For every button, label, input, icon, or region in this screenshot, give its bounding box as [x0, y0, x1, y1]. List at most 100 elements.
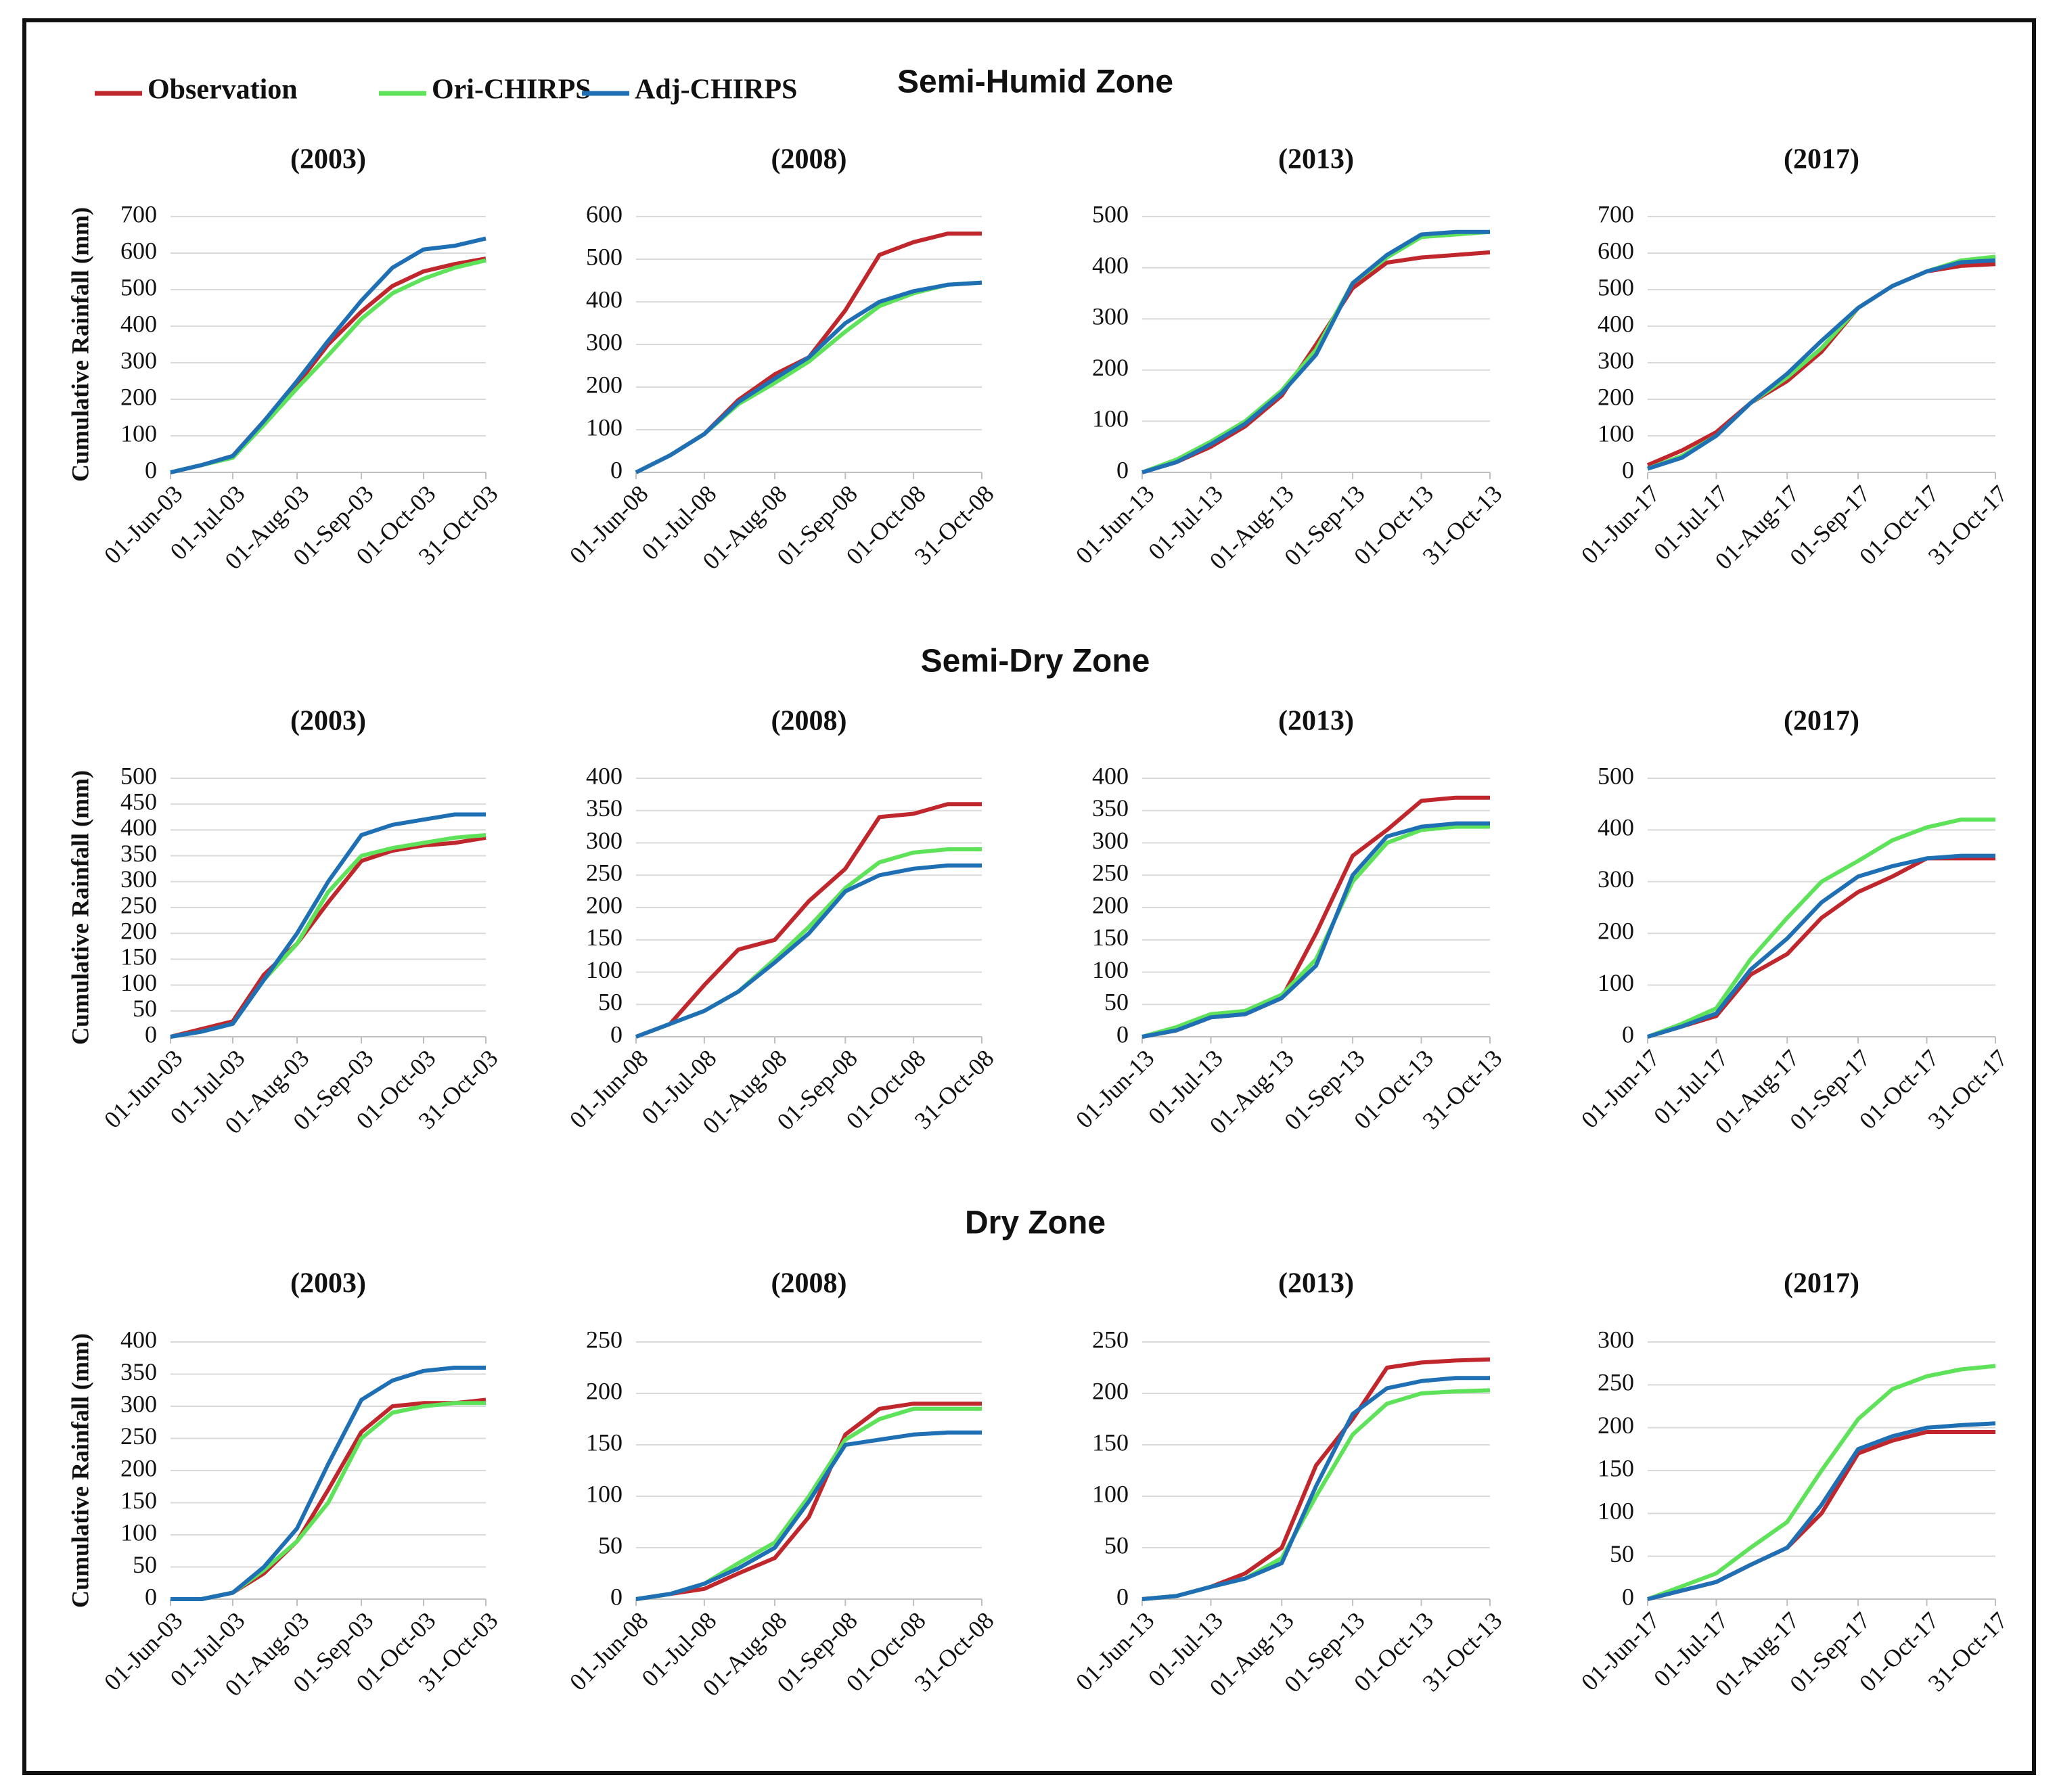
- y-tick-label: 600: [120, 237, 157, 264]
- series-line: [170, 256, 487, 474]
- y-tick-label: 200: [586, 891, 623, 918]
- y-tick-label: 400: [1092, 762, 1129, 789]
- series-line: [1647, 853, 1995, 1039]
- legend-label: Observation: [148, 74, 298, 106]
- y-tick-label: 100: [1092, 1480, 1129, 1507]
- series-line: [170, 835, 487, 1039]
- y-tick-label: 0: [145, 456, 157, 483]
- chart-title: (2013): [1278, 706, 1354, 737]
- series-line: [170, 812, 486, 1039]
- y-tick-label: 450: [120, 788, 157, 815]
- x-tick-label: 01-Jun-08: [564, 1044, 654, 1134]
- y-tick-label: 200: [120, 1454, 157, 1481]
- y-tick-label: 300: [1598, 1326, 1634, 1353]
- series-line: [170, 258, 487, 474]
- y-tick-label: 500: [1598, 273, 1634, 300]
- y-tick-label: 500: [586, 243, 623, 270]
- y-tick-label: 200: [1598, 917, 1634, 944]
- y-tick-label: 300: [586, 328, 623, 355]
- y-tick-label: 200: [120, 917, 157, 944]
- y-tick-label: 200: [1092, 1377, 1129, 1404]
- y-tick-label: 100: [1598, 1498, 1634, 1525]
- y-tick-label: 200: [586, 371, 623, 398]
- y-tick-label: 400: [1092, 252, 1129, 279]
- chart-title: (2003): [290, 144, 366, 175]
- y-tick-label: 100: [586, 956, 623, 983]
- y-tick-label: 150: [586, 924, 623, 951]
- y-tick-label: 300: [1598, 866, 1634, 893]
- series-line: [1141, 795, 1490, 1039]
- series-line: [1141, 821, 1490, 1039]
- y-tick-label: 250: [586, 1326, 623, 1353]
- y-tick-label: 100: [120, 969, 157, 996]
- y-tick-label: 0: [145, 1583, 157, 1610]
- y-axis-label: Cumulative Rainfall (mm): [66, 770, 93, 1045]
- y-tick-label: 0: [1622, 1021, 1634, 1048]
- legend-label: Adj-CHIRPS: [635, 74, 797, 106]
- y-tick-label: 300: [1092, 303, 1129, 330]
- y-tick-label: 200: [1092, 354, 1129, 381]
- y-tick-label: 100: [120, 1519, 157, 1546]
- y-axis-label: Cumulative Rainfall (mm): [66, 1333, 93, 1608]
- chart-title: (2003): [290, 706, 366, 737]
- y-tick-label: 400: [120, 310, 157, 337]
- series-line: [635, 863, 982, 1039]
- y-tick-label: 400: [1598, 310, 1634, 337]
- y-tick-label: 400: [1598, 814, 1634, 841]
- x-tick-label: 01-Jun-13: [1070, 1607, 1160, 1696]
- chart-title: (2008): [771, 144, 847, 175]
- x-tick-label: 01-Jun-17: [1576, 1044, 1665, 1134]
- series-line: [1141, 229, 1490, 474]
- series-line: [170, 833, 487, 1039]
- y-tick-label: 100: [1598, 420, 1634, 447]
- zone-title: Semi-Humid Zone: [897, 64, 1173, 100]
- y-tick-label: 350: [120, 840, 157, 867]
- y-tick-label: 350: [1092, 794, 1129, 822]
- series-line: [171, 1366, 486, 1601]
- y-tick-label: 250: [120, 891, 157, 918]
- y-tick-label: 400: [586, 762, 623, 789]
- series-line: [1647, 1430, 1995, 1601]
- series-line: [635, 1402, 982, 1601]
- y-tick-label: 500: [1598, 762, 1634, 789]
- chart-title: (2008): [771, 706, 847, 737]
- y-tick-label: 200: [120, 383, 157, 410]
- y-tick-label: 250: [586, 859, 623, 887]
- chart-title: (2017): [1784, 706, 1859, 737]
- y-tick-label: 0: [1116, 1021, 1129, 1048]
- series-line: [1646, 262, 1996, 467]
- y-tick-label: 0: [1622, 456, 1634, 483]
- chart-title: (2017): [1784, 144, 1859, 175]
- series-line: [635, 847, 982, 1039]
- zone-title: Dry Zone: [965, 1205, 1106, 1241]
- y-tick-label: 400: [120, 814, 157, 841]
- y-tick-label: 100: [1092, 956, 1129, 983]
- series-line: [635, 1430, 982, 1601]
- y-tick-label: 50: [598, 989, 623, 1016]
- series-line: [1141, 824, 1490, 1039]
- y-tick-label: 250: [1598, 1369, 1634, 1396]
- y-tick-label: 250: [120, 1423, 157, 1450]
- y-tick-label: 150: [1598, 1454, 1634, 1481]
- series-line: [170, 236, 487, 474]
- series-line: [1646, 1364, 1996, 1601]
- series-line: [1141, 1376, 1490, 1601]
- y-tick-label: 250: [1092, 1326, 1129, 1353]
- chart-title: (2013): [1278, 144, 1354, 175]
- y-tick-label: 0: [1116, 456, 1129, 483]
- series-line: [1141, 1388, 1491, 1601]
- x-tick-label: 01-Jun-08: [564, 480, 654, 569]
- y-tick-label: 0: [1622, 1583, 1634, 1610]
- y-tick-label: 150: [120, 1487, 157, 1514]
- y-tick-label: 100: [1092, 405, 1129, 432]
- chart-title: (2013): [1278, 1268, 1354, 1299]
- y-tick-label: 50: [1104, 989, 1129, 1016]
- chart-title: (2008): [771, 1268, 847, 1299]
- y-tick-label: 250: [1092, 859, 1129, 887]
- y-tick-label: 50: [133, 995, 157, 1022]
- series-line: [1647, 1421, 1996, 1601]
- series-line: [1141, 250, 1491, 474]
- y-tick-label: 600: [586, 200, 623, 227]
- x-tick-label: 01-Jun-13: [1070, 480, 1160, 569]
